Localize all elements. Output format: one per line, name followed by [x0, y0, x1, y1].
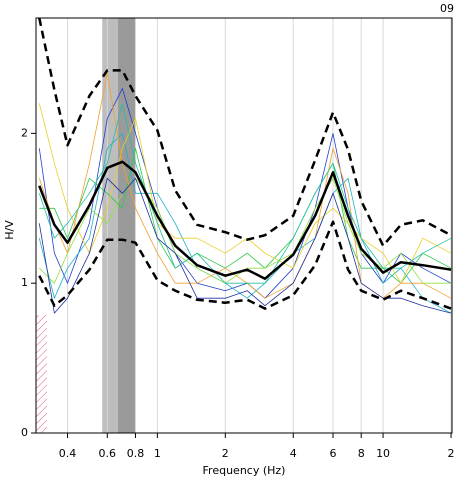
- hv-curve: [38, 220, 452, 310]
- x-tick-label: 8: [358, 447, 365, 460]
- y-tick-label: 0: [21, 426, 28, 439]
- x-tick-label: 10: [376, 447, 390, 460]
- hv-curve: [38, 160, 452, 280]
- x-tick-label: 0.4: [59, 447, 77, 460]
- x-tick-label: 0.8: [127, 447, 145, 460]
- x-tick-label: 0.6: [99, 447, 117, 460]
- peak-core: [118, 18, 136, 433]
- x-tick-label: 4: [290, 447, 297, 460]
- x-tick-label: 2: [448, 447, 455, 460]
- plot-area: [36, 18, 452, 433]
- x-tick-label: 1: [154, 447, 161, 460]
- hv-curve: [38, 103, 452, 284]
- corner-label: 09: [440, 2, 454, 15]
- hv-curve: [38, 18, 452, 247]
- x-axis-label: Frequency (Hz): [203, 464, 286, 477]
- hatched-region: [36, 315, 47, 433]
- y-axis-label: H/V: [3, 220, 16, 240]
- y-tick-label: 2: [21, 126, 28, 139]
- y-tick-label: 1: [21, 276, 28, 289]
- x-tick-label: 6: [329, 447, 336, 460]
- hv-curve: [38, 177, 452, 314]
- hv-curve: [38, 103, 452, 284]
- x-tick-label: 2: [222, 447, 229, 460]
- plot-frame: [35, 17, 453, 434]
